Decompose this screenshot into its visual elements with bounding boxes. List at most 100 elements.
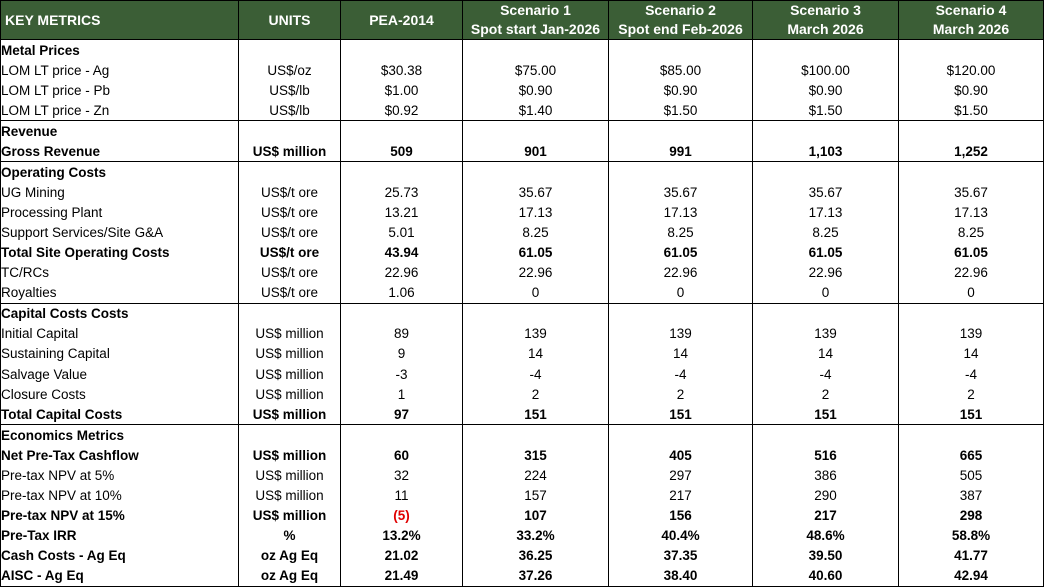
table-row: Pre-tax NPV at 15% US$ million (5) 107 156 21…: [0, 505, 1044, 526]
metric-value: 14: [462, 343, 609, 364]
table-body: Metal Prices LOM LT price - Ag US$/oz $30.3…: [0, 39, 1044, 587]
empty-cell: [898, 39, 1044, 61]
metric-value-text: 505: [959, 467, 983, 483]
metric-value-text: 1: [397, 386, 406, 402]
metric-value: 151: [462, 404, 609, 426]
metric-value: 139: [608, 323, 753, 344]
metric-value: 2: [462, 384, 609, 405]
metric-value: 8.25: [752, 222, 899, 243]
metric-value: 48.6%: [752, 525, 899, 546]
metric-unit: US$ million: [238, 323, 341, 344]
header-pea: PEA-2014: [340, 0, 463, 40]
metric-value: $0.90: [752, 80, 899, 101]
metric-value: 36.25: [462, 545, 609, 566]
metric-value-text: 14: [817, 346, 834, 362]
metric-value: $1.40: [462, 100, 609, 122]
header-scenario-4: Scenario 4 March 2026: [898, 0, 1044, 40]
metric-value-text: 43.94: [384, 245, 419, 261]
empty-cell: [608, 424, 753, 446]
metric-label: LOM LT price - Ag: [0, 60, 239, 81]
empty-cell: [898, 302, 1044, 324]
metric-value-text: 60: [393, 447, 410, 463]
section-title: Revenue: [0, 120, 239, 142]
metric-unit: US$/t ore: [238, 182, 341, 203]
metric-value: 14: [898, 343, 1044, 364]
metric-value-text: 1,252: [954, 143, 988, 159]
metric-value: 14: [608, 343, 753, 364]
metric-value-text: 901: [524, 143, 547, 159]
metric-value: 22.96: [898, 262, 1044, 283]
metric-value-text: 17.13: [518, 205, 553, 221]
metric-value: 17.13: [462, 202, 609, 223]
metric-value-text: 151: [669, 406, 692, 422]
metric-value-text: 36.25: [518, 548, 553, 564]
metric-unit: US$ million: [238, 404, 341, 426]
metric-value: 290: [752, 485, 899, 506]
metric-value: 22.96: [752, 262, 899, 283]
table-row: Processing Plant US$/t ore 13.21 17.13 17.13…: [0, 202, 1044, 223]
metric-value: $120.00: [898, 60, 1044, 81]
metric-value-text: 22.96: [384, 265, 419, 281]
metric-value: -4: [608, 364, 753, 385]
metric-value-text: 0: [676, 285, 685, 301]
empty-cell: [898, 424, 1044, 446]
metric-unit: US$/oz: [238, 60, 341, 81]
section-title: Economics Metrics: [0, 424, 239, 446]
metric-value: 60: [340, 445, 463, 466]
metric-value-text: 2: [821, 386, 830, 402]
metric-value: 17.13: [608, 202, 753, 223]
metric-value: 151: [898, 404, 1044, 426]
metric-value: 61.05: [608, 242, 753, 263]
metric-value: 0: [752, 282, 899, 304]
metric-value: 2: [898, 384, 1044, 405]
empty-cell: [238, 120, 341, 142]
metric-value: 38.40: [608, 565, 753, 587]
metric-label: Support Services/Site G&A: [0, 222, 239, 243]
empty-cell: [340, 120, 463, 142]
metric-value: 17.13: [752, 202, 899, 223]
metric-unit: oz Ag Eq: [238, 545, 341, 566]
empty-cell: [462, 424, 609, 446]
header-scenario-3: Scenario 3 March 2026: [752, 0, 899, 40]
metric-label: Sustaining Capital: [0, 343, 239, 364]
metric-label: Gross Revenue: [0, 141, 239, 163]
metric-value-text: 0: [531, 285, 540, 301]
metric-value: 224: [462, 465, 609, 486]
metric-value-text: 991: [669, 143, 692, 159]
table-row: Total Capital Costs US$ million 97 151 151 15…: [0, 404, 1044, 426]
metric-value: 35.67: [898, 182, 1044, 203]
metric-value-text: $85.00: [659, 62, 702, 78]
metric-label: Total Site Operating Costs: [0, 242, 239, 263]
metric-value-text: 1.06: [388, 285, 415, 301]
metric-label: Closure Costs: [0, 384, 239, 405]
table-row: Royalties US$/t ore 1.06 0 0 0 0: [0, 282, 1044, 304]
table-row: Support Services/Site G&A US$/t ore 5.01 8.…: [0, 222, 1044, 243]
metric-value-text: 33.2%: [516, 528, 555, 544]
empty-cell: [462, 161, 609, 183]
metric-value-text: 35.67: [954, 184, 988, 200]
metric-value: 387: [898, 485, 1044, 506]
metric-label: LOM LT price - Zn: [0, 100, 239, 122]
metric-value: 25.73: [340, 182, 463, 203]
metric-value-text: 8.25: [667, 225, 694, 241]
section-header-row: Economics Metrics: [0, 424, 1044, 446]
metric-value-text: $100.00: [801, 62, 850, 78]
metric-value-text: 22.96: [808, 265, 843, 281]
metric-value-text: 32: [393, 467, 410, 483]
metric-value-text: $1.50: [808, 102, 843, 118]
metric-value: 22.96: [462, 262, 609, 283]
metric-value-text: 13.21: [384, 205, 419, 221]
table-row: Pre-Tax IRR% 13.2% 33.2% 40.4% 48.6% 58.8%: [0, 525, 1044, 546]
metric-value-text: 35.67: [518, 184, 553, 200]
metric-value: $1.50: [608, 100, 753, 122]
section-header-row: Revenue: [0, 120, 1044, 142]
metric-label: Salvage Value: [0, 364, 239, 385]
metric-value-text: 139: [524, 326, 547, 342]
metric-value-text: 8.25: [812, 225, 839, 241]
metric-label: Cash Costs - Ag Eq: [0, 545, 239, 566]
metric-value: -3: [340, 364, 463, 385]
metric-value: 39.50: [752, 545, 899, 566]
metric-value-text: 39.50: [808, 548, 843, 564]
header-scenario-2: Scenario 2 Spot end Feb-2026: [608, 0, 753, 40]
metric-value: 139: [898, 323, 1044, 344]
